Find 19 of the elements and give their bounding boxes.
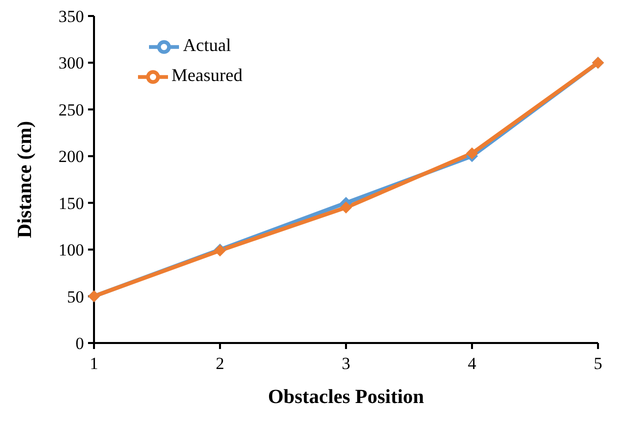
y-tick-label: 350: [58, 7, 84, 26]
x-tick-label: 5: [594, 354, 602, 374]
legend-label: Measured: [172, 64, 242, 85]
point: [466, 147, 478, 160]
y-tick-label: 200: [58, 147, 84, 166]
x-tick-label: 4: [468, 354, 477, 374]
y-tick-label: 0: [76, 334, 84, 354]
y-tick-label: 250: [58, 100, 84, 120]
y-tick-label: 150: [58, 194, 84, 213]
legend-label: Actual: [183, 34, 231, 55]
x-tick-label: 1: [90, 354, 98, 374]
x-tick-label: 3: [342, 354, 350, 374]
y-tick-label: 100: [58, 240, 84, 260]
y-tick-label: 300: [58, 54, 84, 73]
y-axis-title: Distance (cm): [14, 120, 36, 238]
x-tick-label: 2: [216, 354, 224, 374]
x-axis-title: Obstacles Position: [268, 386, 424, 408]
point: [340, 202, 352, 214]
y-tick-label: 50: [67, 287, 84, 306]
